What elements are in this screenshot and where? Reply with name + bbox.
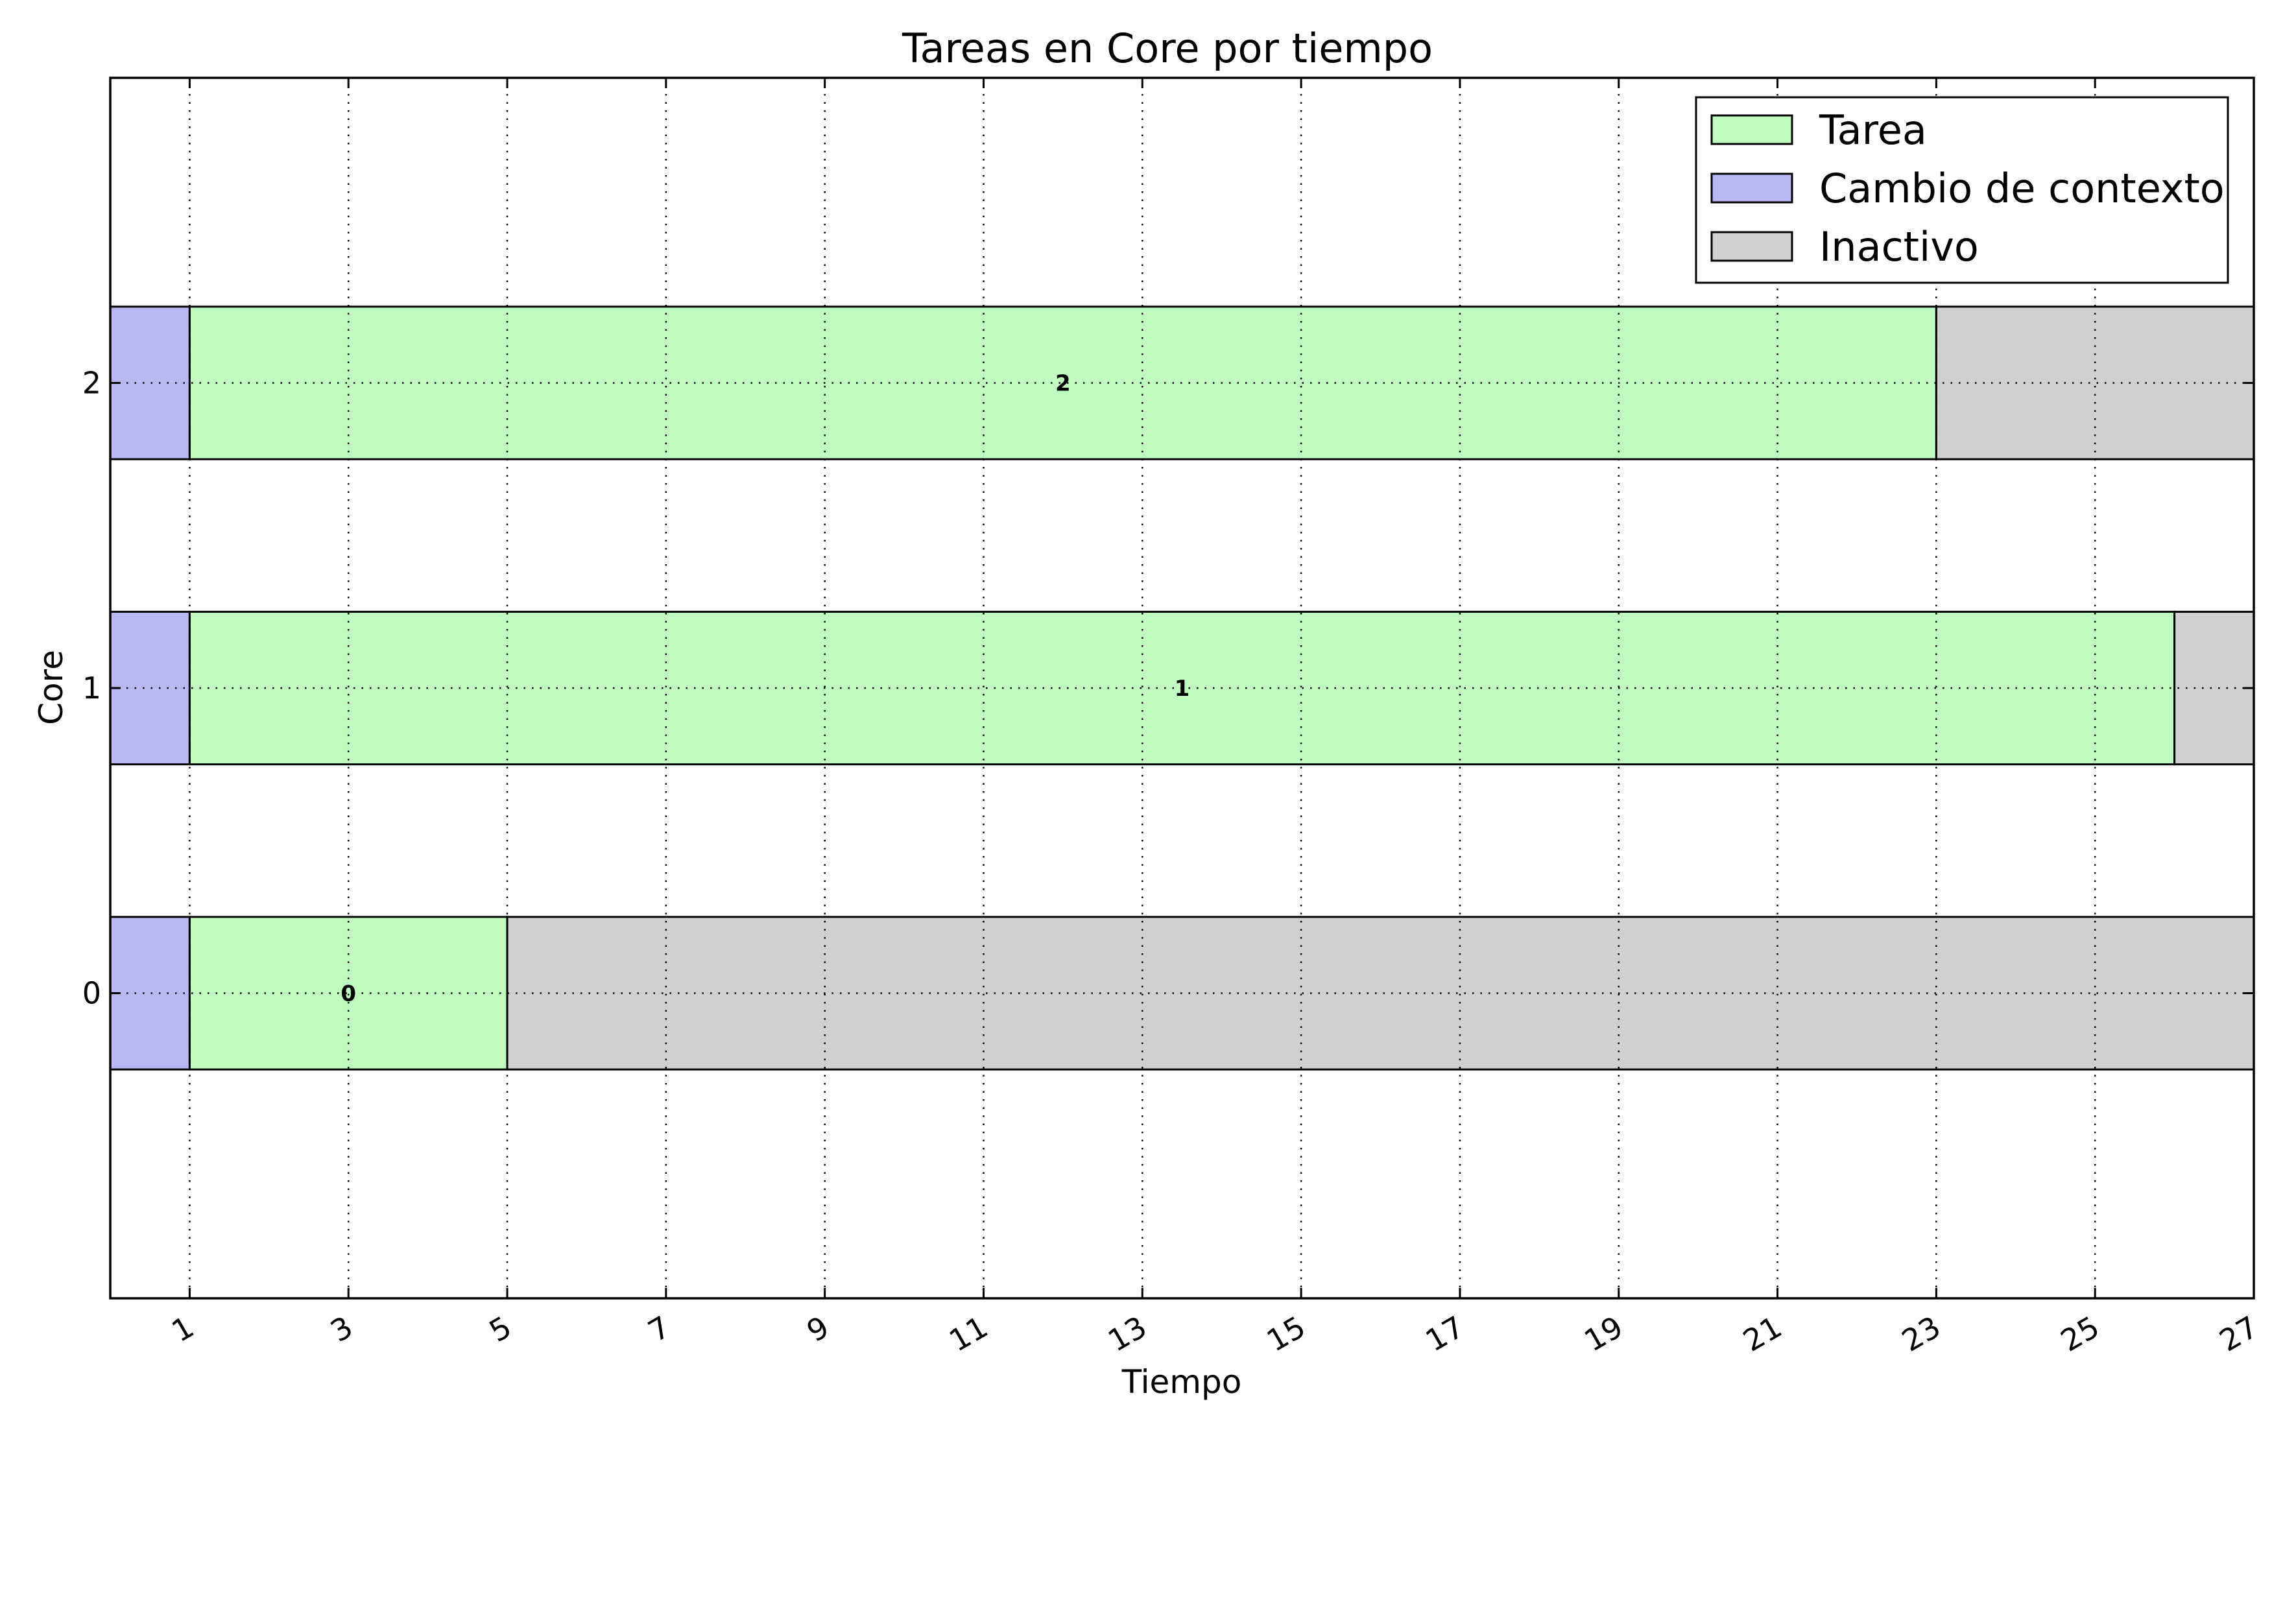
y-tick-label: 1 — [82, 671, 101, 706]
bar-idle-core-1 — [2173, 610, 2255, 766]
x-axis-label: Tiempo — [1121, 1363, 1242, 1401]
bar-switch-core-0 — [109, 916, 191, 1071]
task-label-core-0: 0 — [341, 981, 356, 1007]
bar-idle-core-0 — [506, 916, 2255, 1071]
task-label-core-2: 2 — [1055, 371, 1071, 397]
bar-switch-core-2 — [109, 305, 191, 460]
bar-task-core-2 — [188, 305, 1937, 460]
legend-label-task: Tarea — [1819, 106, 1927, 154]
y-tick-label: 2 — [82, 366, 101, 401]
y-axis-label: Core — [32, 650, 70, 725]
task-label-core-1: 1 — [1175, 676, 1190, 702]
legend-swatch-idle — [1710, 231, 1793, 262]
legend-label-switch: Cambio de contexto — [1819, 165, 2225, 212]
chart-title: Tareas en Core por tiempo — [902, 25, 1433, 72]
legend-swatch-switch — [1710, 173, 1793, 204]
bar-switch-core-1 — [109, 610, 191, 766]
y-tick-label: 0 — [82, 976, 101, 1011]
legend-label-idle: Inactivo — [1819, 223, 1979, 270]
legend-swatch-task — [1710, 114, 1793, 145]
legend: Tarea Cambio de contexto Inactivo — [1695, 96, 2229, 284]
